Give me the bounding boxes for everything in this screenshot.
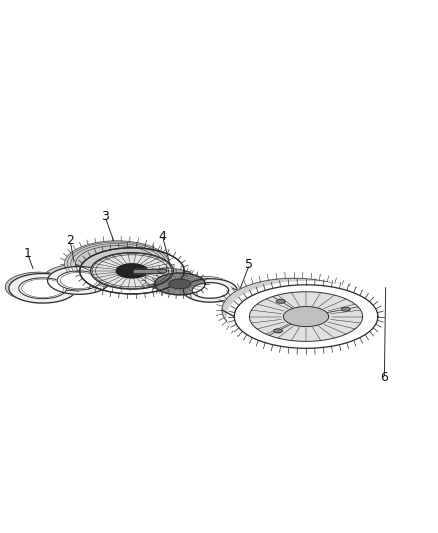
Text: 4: 4 bbox=[159, 230, 166, 243]
Polygon shape bbox=[250, 292, 363, 341]
Polygon shape bbox=[184, 279, 237, 302]
Polygon shape bbox=[91, 253, 173, 289]
Polygon shape bbox=[158, 269, 167, 273]
Polygon shape bbox=[57, 271, 101, 290]
Polygon shape bbox=[71, 244, 162, 284]
Polygon shape bbox=[64, 241, 169, 287]
Polygon shape bbox=[9, 273, 77, 303]
Polygon shape bbox=[192, 282, 229, 298]
Polygon shape bbox=[48, 266, 110, 294]
Polygon shape bbox=[274, 329, 282, 333]
Polygon shape bbox=[169, 279, 191, 289]
Polygon shape bbox=[179, 277, 210, 302]
Text: 5: 5 bbox=[245, 258, 254, 271]
Polygon shape bbox=[75, 246, 138, 289]
Polygon shape bbox=[149, 270, 210, 297]
Polygon shape bbox=[19, 278, 67, 298]
Polygon shape bbox=[75, 246, 158, 282]
Polygon shape bbox=[234, 285, 378, 349]
Text: 3: 3 bbox=[101, 210, 109, 223]
Polygon shape bbox=[74, 245, 190, 297]
Polygon shape bbox=[222, 278, 306, 349]
Polygon shape bbox=[145, 269, 195, 290]
Polygon shape bbox=[43, 265, 79, 294]
Polygon shape bbox=[9, 273, 77, 303]
Polygon shape bbox=[67, 242, 166, 286]
Text: 1: 1 bbox=[24, 247, 32, 260]
Polygon shape bbox=[283, 306, 328, 327]
Polygon shape bbox=[341, 307, 350, 311]
Polygon shape bbox=[116, 264, 148, 278]
Polygon shape bbox=[48, 266, 110, 294]
Text: 6: 6 bbox=[381, 371, 389, 384]
Polygon shape bbox=[184, 279, 237, 302]
Polygon shape bbox=[276, 300, 285, 303]
Polygon shape bbox=[134, 269, 162, 273]
Polygon shape bbox=[227, 281, 385, 351]
Polygon shape bbox=[145, 269, 180, 295]
Text: 2: 2 bbox=[66, 234, 74, 247]
Polygon shape bbox=[222, 278, 366, 342]
Polygon shape bbox=[155, 273, 205, 295]
Polygon shape bbox=[5, 272, 43, 303]
